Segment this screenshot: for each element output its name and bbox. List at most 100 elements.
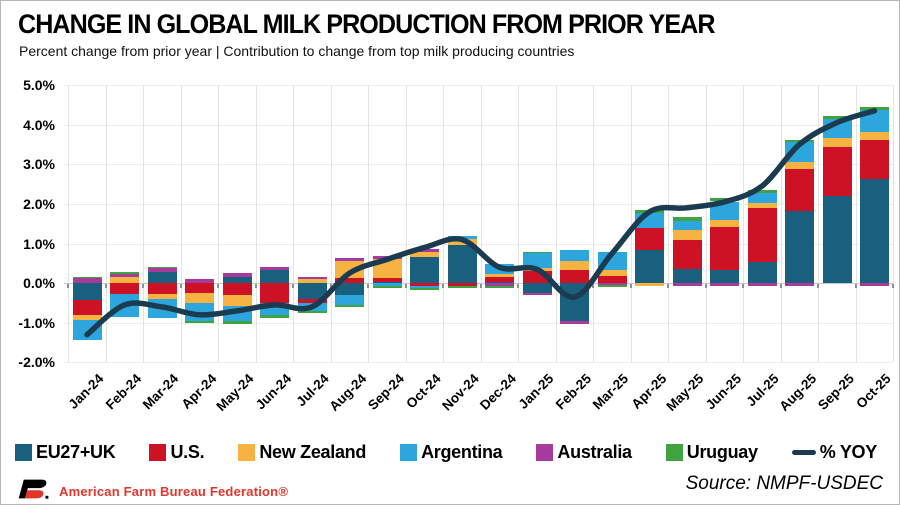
bar-segment-newzealand [860, 131, 889, 140]
bar-segment-newzealand [597, 270, 627, 276]
bar-segment-argentina [110, 294, 139, 318]
legend-label: Argentina [421, 441, 503, 462]
bar-segment-us [222, 283, 252, 296]
bar-segment-uruguay [710, 198, 739, 202]
bar-segment-australia [297, 276, 327, 280]
bar-segment-argentina [335, 295, 364, 305]
bar-segment-australia [110, 273, 139, 278]
x-axis-tick-label: Apr-25 [628, 371, 670, 413]
x-axis-tick-label: Jun-24 [252, 371, 295, 413]
bar-segment-newzealand [672, 230, 702, 241]
bar-segment-australia [672, 283, 702, 287]
zero-axis-tick [554, 284, 557, 289]
vertical-gridline [480, 85, 482, 363]
bar-segment-us [597, 275, 627, 284]
bar-segment-newzealand [710, 220, 739, 227]
bar-segment-us [860, 139, 889, 180]
y-axis-tick-label: 0.0% [23, 275, 55, 292]
bar-segment-uruguay [747, 190, 777, 194]
x-axis-tick-label: Nov-24 [439, 371, 482, 414]
bar-segment-eu27uk [147, 272, 177, 284]
bar-segment-australia [410, 248, 439, 252]
bar-segment-argentina [672, 220, 702, 231]
bar-segment-us [635, 228, 664, 251]
bar-segment-uruguay [822, 116, 852, 119]
vertical-gridline [593, 85, 595, 363]
bar-segment-newzealand [560, 260, 589, 271]
bar-segment-us [672, 240, 702, 269]
vertical-gridline [855, 85, 857, 363]
bar-segment-uruguay [297, 310, 327, 314]
vertical-gridline [105, 85, 107, 363]
chart-subtitle: Percent change from prior year | Contrib… [19, 43, 575, 59]
horizontal-gridline [64, 124, 893, 126]
y-axis-tick-label: 2.0% [23, 195, 55, 212]
x-axis-tick-label: May-25 [663, 371, 707, 415]
bar-segment-australia [785, 283, 814, 287]
bar-segment-argentina [185, 302, 214, 321]
bar-segment-argentina [522, 252, 552, 268]
legend-label: New Zealand [259, 441, 367, 462]
x-axis-tick-label: Aug-24 [326, 371, 370, 415]
legend-item-uruguay: Uruguay [665, 441, 758, 463]
chart-legend: EU27+UK U.S. New Zealand Argentina Australia… [15, 438, 877, 466]
bar-segment-argentina [222, 306, 252, 322]
bar-segment-uruguay [635, 210, 664, 214]
bar-segment-newzealand [185, 293, 214, 303]
bar-segment-argentina [597, 251, 627, 271]
zero-axis-tick [592, 284, 595, 289]
bar-segment-argentina [72, 320, 102, 341]
legend-item-eu27uk: EU27+UK [15, 442, 116, 463]
zero-axis-tick [704, 284, 707, 289]
bar-segment-newzealand [747, 203, 777, 209]
legend-item-yoy: % YOY [791, 442, 877, 463]
bar-segment-newzealand [410, 251, 439, 257]
zero-axis-tick [479, 284, 482, 289]
bar-segment-uruguay [110, 272, 139, 274]
afbf-logo-icon [17, 477, 51, 506]
zero-axis-tick [367, 284, 370, 289]
bar-segment-us [335, 277, 364, 284]
bar-segment-newzealand [297, 279, 327, 284]
legend-color-swatch-icon [238, 443, 256, 461]
bar-segment-uruguay [522, 251, 552, 253]
vertical-gridline [255, 85, 257, 363]
bar-segment-uruguay [785, 140, 814, 143]
y-axis-tick-label: 5.0% [23, 77, 55, 93]
legend-color-swatch-icon [665, 443, 683, 461]
y-axis-tick-label: 1.0% [23, 235, 55, 252]
x-axis-tick-label: Sep-25 [814, 371, 857, 414]
zero-axis-tick [854, 284, 857, 289]
legend-label: Uruguay [686, 441, 758, 462]
bar-segment-newzealand [372, 259, 402, 278]
vertical-gridline [743, 85, 745, 363]
x-axis-tick-label: Sep-24 [364, 371, 407, 414]
legend-color-swatch-icon [149, 443, 167, 461]
vertical-gridline [368, 85, 370, 363]
bar-segment-eu27uk [860, 179, 889, 284]
bar-segment-newzealand [110, 277, 139, 284]
bar-segment-uruguay [485, 286, 514, 288]
bar-segment-us [710, 226, 739, 271]
bar-segment-eu27uk [635, 250, 664, 284]
bar-segment-newzealand [335, 260, 364, 278]
bar-segment-eu27uk [822, 195, 852, 284]
zero-axis-tick [329, 284, 332, 289]
bar-segment-argentina [560, 250, 589, 261]
bar-segment-uruguay [860, 107, 889, 110]
bar-segment-eu27uk [560, 283, 589, 321]
bar-segment-uruguay [222, 321, 252, 324]
legend-color-swatch-icon [536, 443, 554, 461]
bar-segment-australia [372, 256, 402, 260]
x-axis-tick-label: Mar-25 [590, 371, 632, 413]
bar-segment-argentina [147, 298, 177, 318]
bar-segment-us [522, 270, 552, 284]
y-axis-tick-label: 4.0% [23, 116, 55, 133]
bar-segment-australia [860, 283, 889, 287]
bar-segment-australia [335, 257, 364, 261]
source-text: Source: NMPF-USDEC [685, 473, 883, 494]
bar-segment-uruguay [185, 320, 214, 324]
bar-segment-argentina [710, 201, 739, 221]
